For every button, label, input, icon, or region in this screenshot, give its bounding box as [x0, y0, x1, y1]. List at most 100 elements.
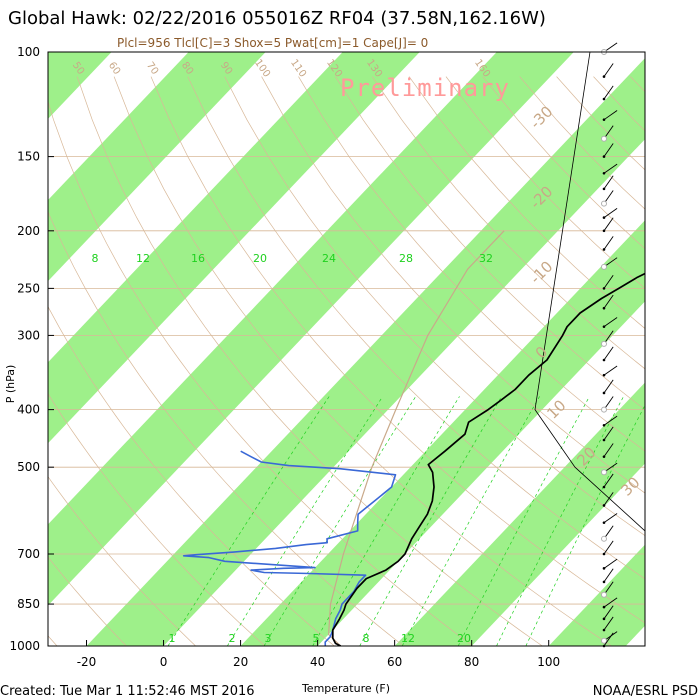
wind-dot: [602, 216, 606, 219]
mixing-ratio-line: [525, 404, 645, 646]
wind-barb: [603, 616, 614, 631]
wind-station: [601, 637, 607, 644]
mixing-ratio-label: 20: [253, 252, 267, 265]
wind-barb: [603, 443, 614, 457]
wind-barb: [603, 175, 614, 190]
x-axis-label: Temperature (F): [301, 682, 390, 695]
wind-station: [601, 263, 607, 270]
dry-adiabat: [150, 76, 645, 624]
wind-dot: [602, 552, 606, 556]
wind-dot: [602, 391, 606, 395]
wind-dot: [602, 248, 606, 251]
wind-barb: [603, 346, 614, 361]
plot-frame: [47, 51, 646, 647]
mixing-ratio-label: 24: [322, 252, 336, 265]
preliminary-watermark: Preliminary: [340, 74, 510, 102]
mixing-ratio-line: [496, 396, 624, 646]
wind-barb: [603, 110, 618, 121]
axes: -20 0 20 40 60 80 100 100 150 200 250 300 400 500 700 8…: [4, 45, 560, 695]
isotherm-band: [394, 382, 645, 646]
sounding-profiles: [182, 272, 645, 646]
isotherm-band: [240, 220, 645, 646]
temperature-line: [331, 272, 645, 646]
wind-barb: [603, 63, 614, 77]
mixing-ratio-lines: [167, 396, 645, 646]
y-tick-label: 850: [17, 597, 40, 611]
mixing-ratio-line: [359, 396, 502, 646]
created-timestamp: Created: Tue Mar 1 11:52:46 MST 2016: [0, 684, 255, 699]
wind-dot: [602, 229, 606, 233]
wind-barb: [603, 473, 614, 488]
wind-station: [601, 135, 607, 142]
mixing-ratio-line: [263, 396, 417, 646]
dry-adiabats: [48, 76, 645, 646]
wind-dot: [602, 358, 606, 362]
isotherm-band: [48, 52, 112, 119]
wind-barb: [603, 540, 614, 555]
y-tick-label: 700: [17, 547, 40, 561]
mixing-ratio-label: 12: [136, 252, 150, 265]
dry-adiabat: [76, 76, 543, 646]
wind-barb: [603, 513, 618, 524]
wind-station: [601, 340, 607, 347]
y-tick-label: 500: [17, 460, 40, 474]
wind-barb: [603, 568, 614, 583]
wind-barb: [603, 317, 618, 328]
wind-barb: [603, 379, 614, 394]
wind-dot: [602, 455, 606, 458]
dry-adiabat: [261, 76, 645, 494]
wind-barb: [603, 163, 618, 174]
wind-dot: [602, 171, 606, 175]
mixing-ratio-label: 16: [191, 252, 205, 265]
x-tick-label: -20: [77, 655, 97, 669]
y-tick-label: 250: [17, 281, 40, 295]
x-tick-label: 40: [310, 655, 325, 669]
dry-adiabat: [48, 100, 474, 646]
wind-barb: [603, 365, 618, 376]
wind-dot: [602, 118, 606, 121]
y-tick-label: 200: [17, 224, 40, 238]
mixing-ratio-bottom-label: 8: [363, 632, 370, 645]
wind-barb: [603, 208, 618, 218]
wind-dot: [602, 580, 606, 584]
wind-barb: [603, 605, 614, 620]
mixing-ratio-bottom-label: 20: [457, 632, 471, 645]
wind-dot: [602, 617, 606, 621]
wind-dot: [602, 438, 606, 442]
dry-adiabat: [48, 476, 197, 646]
mixing-ratio-line: [457, 396, 590, 646]
wind-station: [601, 535, 607, 542]
dry-adiabat: [298, 76, 645, 452]
mixing-ratio-line: [401, 396, 540, 646]
x-tick-label: 0: [160, 655, 168, 669]
mixing-ratio-bottom-label: 1: [169, 632, 176, 645]
wind-station: [601, 406, 607, 413]
wind-dot: [602, 628, 606, 632]
chart-title: Global Hawk: 02/22/2016 055016Z RF04 (37…: [8, 8, 546, 29]
dry-adiabat: [48, 305, 335, 646]
wind-dot: [602, 423, 606, 427]
dry-adiabat: [113, 76, 613, 646]
isotherm-band: [86, 58, 645, 646]
wind-barb: [603, 143, 614, 157]
dry-adiabat: [48, 210, 405, 646]
wind-station: [601, 200, 607, 207]
y-tick-label: 100: [17, 45, 40, 59]
wind-station: [601, 591, 607, 598]
wind-dot: [602, 155, 606, 158]
chart-subtitle: Plcl=956 Tlcl[C]=3 Shox=5 Pwat[cm]=1 Cap…: [117, 36, 429, 50]
x-tick-label: 20: [233, 655, 248, 669]
y-tick-label: 1000: [9, 639, 40, 653]
wind-station: [601, 469, 607, 476]
credit-label: NOAA/ESRL PSD: [592, 684, 698, 699]
wind-dot: [602, 287, 606, 290]
wind-barb: [603, 597, 618, 608]
mixing-ratio-line: [167, 396, 330, 646]
isotherm-band: [548, 544, 645, 646]
dry-adiabat: [187, 76, 645, 580]
wind-dot: [602, 97, 606, 101]
dry-adiabat: [48, 393, 266, 646]
mixing-ratio-bottom-label: 3: [265, 632, 272, 645]
wind-dot: [602, 485, 606, 489]
